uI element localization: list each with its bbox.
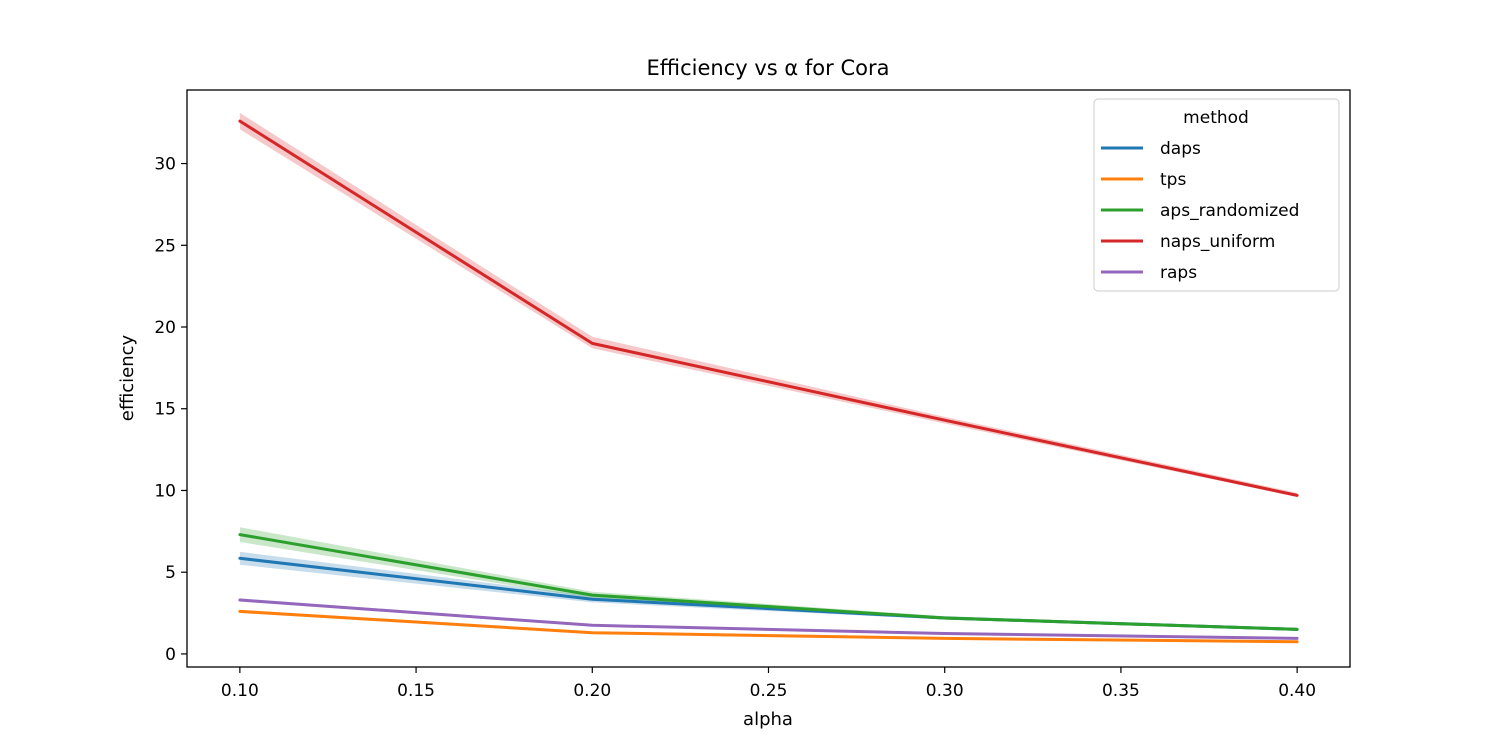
x-tick-label: 0.20 (573, 681, 611, 701)
y-tick-label: 10 (154, 481, 176, 501)
line-daps (238, 556, 1299, 631)
y-tick-label: 0 (165, 645, 176, 665)
y-axis-label: efficiency (117, 334, 138, 421)
legend-title: method (1183, 108, 1249, 128)
line-tps (238, 609, 1299, 644)
y-tick-label: 30 (154, 155, 176, 175)
y-tick-label: 25 (154, 236, 176, 256)
line-raps (238, 598, 1299, 640)
legend-label-daps: daps (1160, 139, 1201, 159)
legend: method daps tps aps_randomized naps_uniform… (1093, 98, 1340, 292)
x-axis-ticks: 0.10 0.15 0.20 0.25 0.30 0.35 0.40 (221, 667, 1316, 701)
x-tick-label: 0.25 (750, 681, 788, 701)
x-tick-label: 0.35 (1102, 681, 1140, 701)
legend-label-aps_randomized: aps_randomized (1160, 201, 1299, 221)
legend-label-naps_uniform: naps_uniform (1160, 232, 1275, 252)
y-tick-label: 5 (165, 563, 176, 583)
y-tick-label: 20 (154, 318, 176, 338)
y-tick-label: 15 (154, 400, 176, 420)
line-naps_uniform (238, 119, 1299, 497)
legend-box (1093, 98, 1340, 292)
x-tick-label: 0.40 (1278, 681, 1316, 701)
series-lines (238, 119, 1299, 644)
x-tick-label: 0.15 (397, 681, 435, 701)
line-aps_randomized (238, 533, 1299, 631)
legend-label-tps: tps (1160, 170, 1186, 190)
legend-label-raps: raps (1160, 263, 1197, 283)
x-tick-label: 0.10 (221, 681, 259, 701)
chart-title: Efficiency vs α for Cora (647, 56, 890, 80)
y-axis-ticks: 0 5 10 15 20 25 30 (154, 155, 187, 665)
x-tick-label: 0.30 (926, 681, 964, 701)
x-axis-label: alpha (743, 709, 793, 730)
